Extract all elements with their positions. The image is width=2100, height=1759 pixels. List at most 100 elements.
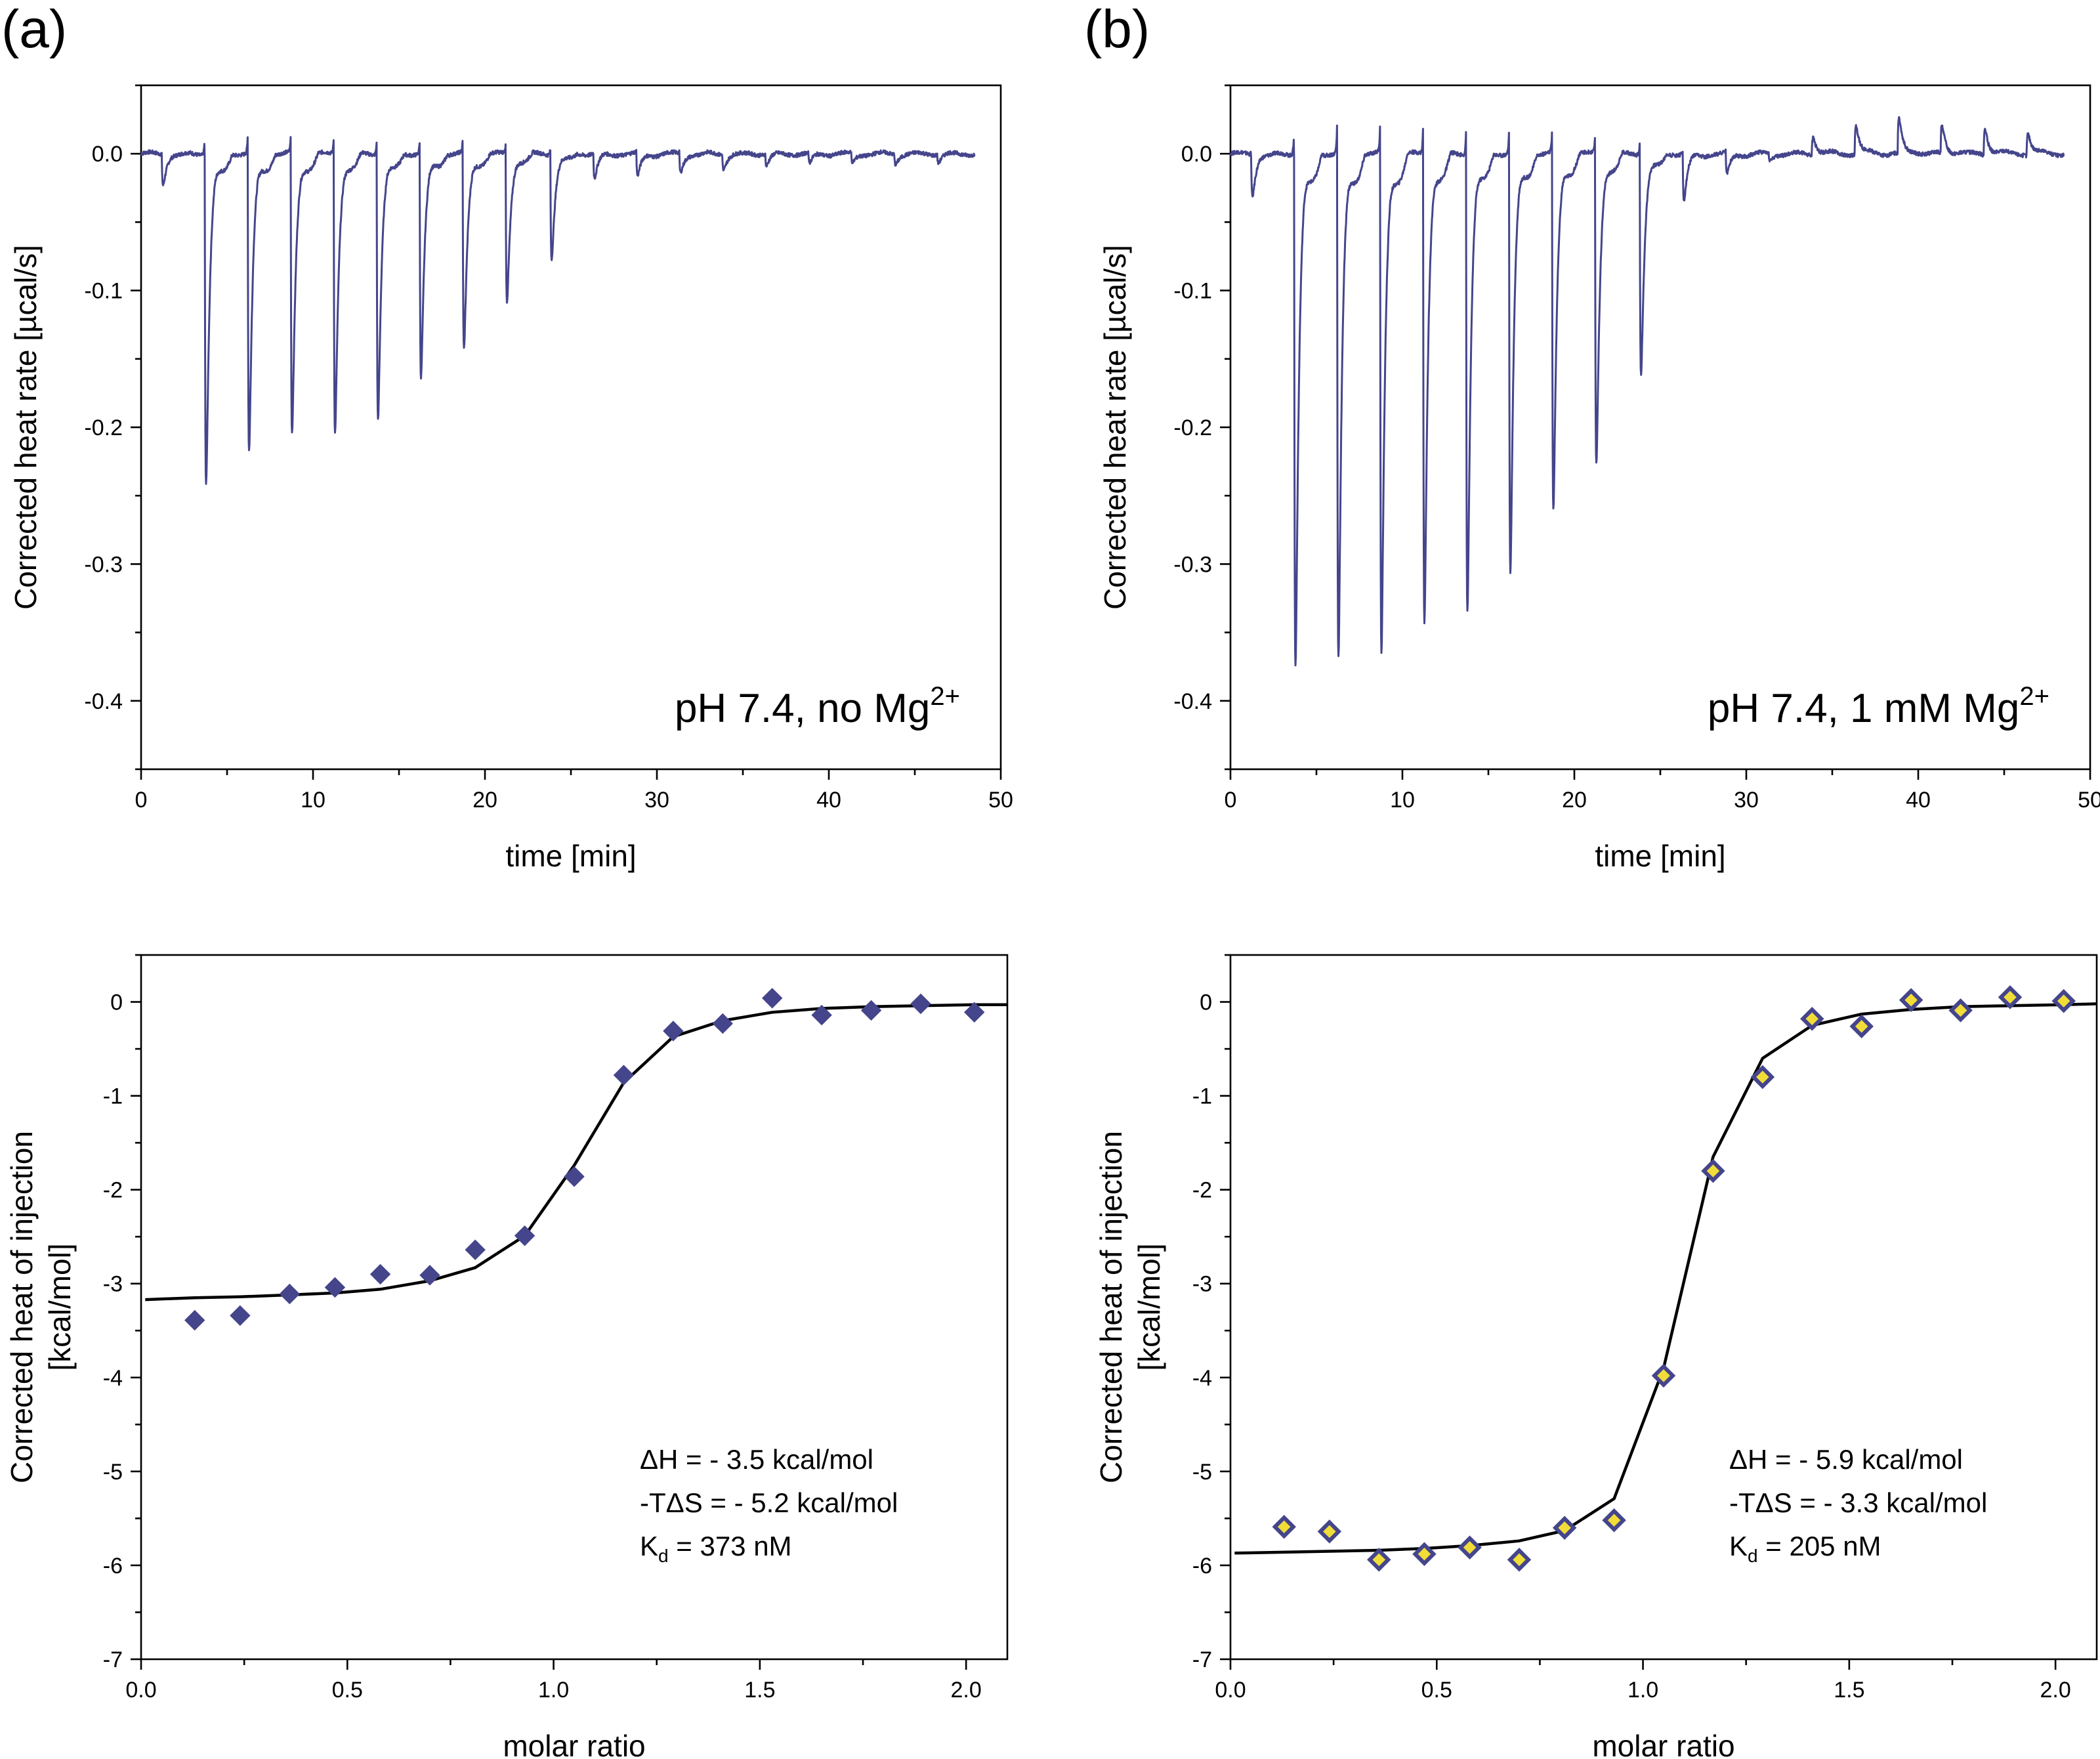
plot-frame (1229, 954, 2098, 1661)
data-point (230, 1305, 251, 1326)
x-tick-label: 2.0 (951, 1678, 982, 1703)
y-tick-label: 0 (1200, 990, 1212, 1015)
y-tick-label: -5 (1192, 1460, 1212, 1485)
x-tick-label: 1.0 (538, 1678, 569, 1703)
fit-parameter: Kd = 205 nM (1729, 1531, 1881, 1566)
thermogram-trace (140, 136, 976, 485)
x-tick-label: 0.5 (1421, 1678, 1452, 1703)
data-point (964, 1002, 985, 1023)
data-point (564, 1166, 585, 1187)
data-point (663, 1021, 684, 1042)
x-tick-label: 0.5 (332, 1678, 363, 1703)
data-point (1998, 985, 2023, 1009)
y-tick-label: -0.1 (1173, 279, 1212, 304)
data-point (1317, 1519, 1342, 1544)
y-tick-label: -0.2 (84, 415, 123, 440)
data-point (1458, 1535, 1482, 1559)
x-tick-label: 1.5 (744, 1678, 775, 1703)
y-tick-label: -6 (1192, 1554, 1212, 1579)
x-tick-label: 40 (1906, 788, 1931, 813)
y-tick-label: -0.4 (1173, 689, 1212, 714)
x-tick-label: 2.0 (2040, 1678, 2071, 1703)
y-axis-title-unit: [kcal/mol] (1132, 1243, 1166, 1370)
panel-label-b: (b) (1084, 0, 1150, 59)
data-point (613, 1065, 635, 1086)
x-tick-label: 0.0 (1215, 1678, 1246, 1703)
chart-b-top-thermogram: 0 10 20 30 40 50 0.0 -0.1 -0.2 -0.3 -0.4 time [min]… (1098, 84, 2100, 873)
data-point (184, 1309, 205, 1331)
plot-frame (140, 954, 1009, 1661)
y-tick-label: -4 (1192, 1366, 1212, 1391)
data-point (465, 1239, 486, 1260)
y-axis-title: Corrected heat of injection (1094, 1131, 1128, 1483)
y-tick-label: -2 (1192, 1178, 1212, 1203)
x-tick-label: 0 (1225, 788, 1237, 813)
x-tick-label: 10 (1390, 788, 1415, 813)
y-tick-label: 0.0 (92, 142, 123, 167)
x-tick-label: 10 (301, 788, 326, 813)
x-tick-label: 30 (644, 788, 669, 813)
thermogram-trace (1229, 116, 2065, 667)
fit-parameter-symbol: K (1729, 1531, 1748, 1561)
x-tick-label: 40 (816, 788, 841, 813)
fit-parameter: -TΔS = - 3.3 kcal/mol (1729, 1487, 1987, 1518)
fit-parameter: ΔH = - 3.5 kcal/mol (640, 1444, 873, 1475)
y-tick-label: -0.4 (84, 689, 123, 714)
chart-a-top-thermogram: 0 10 20 30 40 50 0.0 -0.1 -0.2 -0.3 -0.4 time [min]… (9, 84, 1013, 873)
x-tick-label: 50 (988, 788, 1013, 813)
data-point (324, 1277, 346, 1298)
condition-label: pH 7.4, no Mg2+ (675, 682, 960, 731)
data-point (1899, 988, 1923, 1012)
x-tick-label: 50 (2078, 788, 2100, 813)
y-tick-label: -4 (103, 1366, 123, 1391)
data-point (1651, 1363, 1676, 1388)
chart-b-bottom-binding-isotherm: 0.0 0.5 1.0 1.5 2.0 0 -1 -2 -3 -4 -5 -6 -7 molar rati… (1094, 954, 2098, 1759)
data-point (1552, 1515, 1577, 1540)
y-tick-label: -5 (103, 1460, 123, 1485)
y-axis-title-unit: [kcal/mol] (43, 1243, 77, 1370)
fit-parameter-symbol: K (640, 1531, 658, 1561)
y-tick-label: -3 (1192, 1272, 1212, 1297)
data-point (1602, 1508, 1626, 1533)
fit-parameter-subscript: d (1748, 1546, 1758, 1566)
fit-parameter: -TΔS = - 5.2 kcal/mol (640, 1487, 898, 1518)
condition-label-superscript: 2+ (930, 682, 960, 711)
fit-parameter-subscript: d (658, 1546, 669, 1566)
data-point (860, 1000, 882, 1021)
data-point (1701, 1158, 1725, 1183)
y-tick-label: -0.2 (1173, 415, 1212, 440)
y-tick-label: 0.0 (1181, 142, 1212, 167)
data-point (279, 1283, 300, 1305)
y-tick-label: -3 (103, 1272, 123, 1297)
y-tick-label: 0 (110, 990, 123, 1015)
chart-a-bottom-binding-isotherm: 0.0 0.5 1.0 1.5 2.0 0 -1 -2 -3 -4 -5 -6 -7 molar rati… (5, 954, 1009, 1759)
x-tick-label: 1.5 (1834, 1678, 1864, 1703)
x-axis-title: time [min] (505, 839, 636, 873)
data-point (514, 1225, 536, 1246)
y-axis-title: Corrected heat of injection (5, 1131, 39, 1483)
fit-parameter-value: = 205 nM (1758, 1531, 1881, 1561)
data-point (811, 1004, 832, 1026)
y-tick-label: -0.3 (1173, 552, 1212, 577)
y-tick-label: -7 (103, 1647, 123, 1672)
data-point (910, 993, 931, 1015)
data-point (1948, 998, 1973, 1023)
x-tick-label: 30 (1734, 788, 1759, 813)
fit-parameter: Kd = 373 nM (640, 1531, 792, 1566)
condition-label: pH 7.4, 1 mM Mg2+ (1708, 682, 2049, 731)
data-point (369, 1263, 391, 1285)
x-tick-label: 0.0 (125, 1678, 156, 1703)
condition-label-superscript: 2+ (2019, 682, 2049, 711)
fit-parameter: ΔH = - 5.9 kcal/mol (1729, 1444, 1963, 1475)
y-axis-title: Corrected heat rate [µcal/s] (1098, 245, 1132, 610)
y-tick-label: -6 (103, 1554, 123, 1579)
y-tick-label: -1 (1192, 1084, 1212, 1109)
data-point (1507, 1548, 1532, 1572)
data-point (1849, 1014, 1874, 1038)
panel-label-a: (a) (1, 0, 67, 59)
y-tick-label: -7 (1192, 1647, 1212, 1672)
data-point (2051, 988, 2076, 1013)
y-tick-label: -1 (103, 1084, 123, 1109)
